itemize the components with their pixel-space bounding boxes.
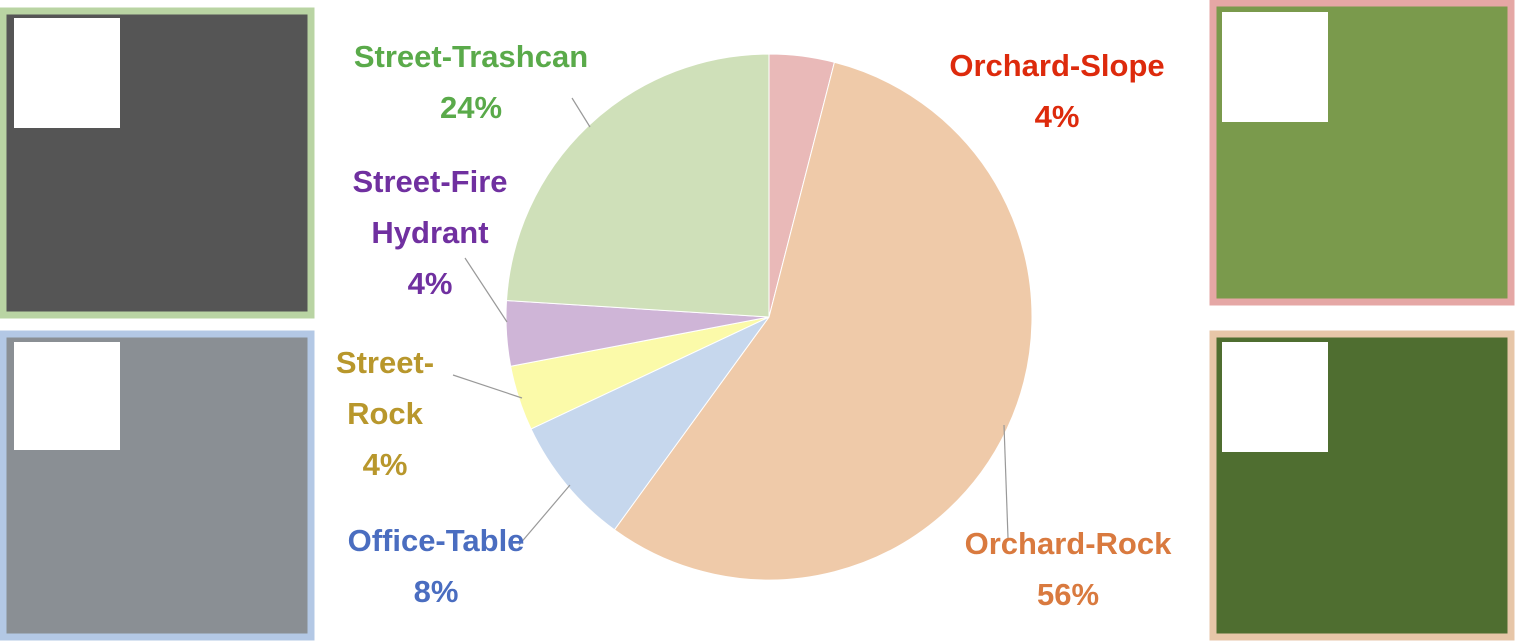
pie-slice: [530, 316, 770, 531]
category-name: Street-Rock: [335, 345, 435, 431]
percent-label: 4%: [407, 266, 453, 301]
slice-label: Office-Table 8%: [306, 515, 566, 617]
percent-label: 24%: [439, 90, 503, 125]
slice-label: Orchard-Rock 56%: [938, 518, 1198, 620]
percent-label: 4%: [362, 447, 408, 482]
slice-label: Orchard-Slope 4%: [927, 40, 1187, 142]
slice-label: Street-Rock 4%: [330, 337, 440, 490]
pie-slice: [613, 61, 1033, 581]
leader-lines: [452, 97, 1009, 546]
slice-label: Street-Trashcan 24%: [321, 31, 621, 133]
category-name: Street-Trashcan: [353, 39, 589, 74]
category-name: Orchard-Rock: [964, 526, 1172, 561]
percent-label: 4%: [1034, 99, 1080, 134]
slice-label: Street-Fire Hydrant 4%: [330, 156, 530, 309]
percent-label: 56%: [1036, 577, 1100, 612]
category-name: Orchard-Slope: [949, 48, 1165, 83]
category-name: Office-Table: [347, 523, 525, 558]
percent-label: 8%: [413, 574, 459, 609]
pie: [505, 53, 1033, 581]
category-name: Street-Fire Hydrant: [352, 164, 508, 250]
